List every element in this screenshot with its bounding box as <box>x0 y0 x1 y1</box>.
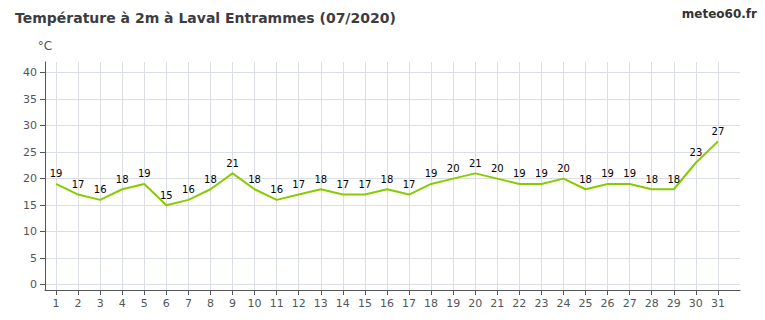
svg-text:19: 19 <box>513 168 526 179</box>
svg-text:16: 16 <box>182 184 195 195</box>
svg-text:18: 18 <box>204 174 217 185</box>
svg-text:10: 10 <box>248 297 262 310</box>
svg-text:20: 20 <box>23 172 37 185</box>
svg-text:30: 30 <box>689 297 703 310</box>
svg-text:19: 19 <box>50 168 63 179</box>
svg-text:11: 11 <box>270 297 284 310</box>
svg-text:30: 30 <box>23 119 37 132</box>
svg-text:17: 17 <box>359 179 372 190</box>
svg-text:19: 19 <box>601 168 614 179</box>
svg-text:10: 10 <box>23 225 37 238</box>
svg-text:27: 27 <box>712 126 725 137</box>
svg-text:16: 16 <box>380 297 394 310</box>
svg-text:35: 35 <box>23 93 37 106</box>
svg-text:5: 5 <box>30 252 37 265</box>
svg-text:29: 29 <box>667 297 681 310</box>
svg-text:0: 0 <box>30 278 37 291</box>
svg-text:25: 25 <box>579 297 593 310</box>
svg-text:19: 19 <box>138 168 151 179</box>
svg-text:17: 17 <box>292 179 305 190</box>
svg-text:18: 18 <box>645 174 658 185</box>
svg-text:25: 25 <box>23 146 37 159</box>
svg-text:9: 9 <box>229 297 236 310</box>
svg-text:15: 15 <box>23 199 37 212</box>
svg-text:Température à 2m à Laval Entra: Température à 2m à Laval Entrammes (07/2… <box>15 10 396 26</box>
svg-text:17: 17 <box>72 179 85 190</box>
svg-text:19: 19 <box>425 168 438 179</box>
svg-text:18: 18 <box>248 174 261 185</box>
svg-text:6: 6 <box>163 297 170 310</box>
svg-text:21: 21 <box>490 297 504 310</box>
svg-text:20: 20 <box>468 297 482 310</box>
svg-text:14: 14 <box>336 297 350 310</box>
svg-text:16: 16 <box>270 184 283 195</box>
svg-text:19: 19 <box>446 297 460 310</box>
svg-text:19: 19 <box>535 168 548 179</box>
svg-text:19: 19 <box>623 168 636 179</box>
svg-text:20: 20 <box>447 163 460 174</box>
svg-text:7: 7 <box>185 297 192 310</box>
svg-text:26: 26 <box>601 297 615 310</box>
svg-text:1: 1 <box>53 297 60 310</box>
svg-text:17: 17 <box>402 297 416 310</box>
svg-text:2: 2 <box>75 297 82 310</box>
svg-text:22: 22 <box>512 297 526 310</box>
svg-text:12: 12 <box>292 297 306 310</box>
svg-text:21: 21 <box>469 158 482 169</box>
svg-text:17: 17 <box>336 179 349 190</box>
svg-text:28: 28 <box>645 297 659 310</box>
svg-text:4: 4 <box>119 297 126 310</box>
svg-text:24: 24 <box>556 297 570 310</box>
svg-text:8: 8 <box>207 297 214 310</box>
svg-text:5: 5 <box>141 297 148 310</box>
svg-text:18: 18 <box>116 174 129 185</box>
svg-text:13: 13 <box>314 297 328 310</box>
svg-text:18: 18 <box>314 174 327 185</box>
svg-text:27: 27 <box>623 297 637 310</box>
svg-text:20: 20 <box>491 163 504 174</box>
svg-text:23: 23 <box>690 147 703 158</box>
svg-text:23: 23 <box>534 297 548 310</box>
svg-text:18: 18 <box>381 174 394 185</box>
svg-text:31: 31 <box>711 297 725 310</box>
svg-text:18: 18 <box>667 174 680 185</box>
svg-text:15: 15 <box>160 190 173 201</box>
svg-text:3: 3 <box>97 297 104 310</box>
svg-text:18: 18 <box>579 174 592 185</box>
svg-text:20: 20 <box>557 163 570 174</box>
svg-text:18: 18 <box>424 297 438 310</box>
svg-text:40: 40 <box>23 66 37 79</box>
svg-text:21: 21 <box>226 158 239 169</box>
svg-text:17: 17 <box>403 179 416 190</box>
svg-text:16: 16 <box>94 184 107 195</box>
svg-text:°C: °C <box>38 39 52 53</box>
svg-text:meteo60.fr: meteo60.fr <box>682 7 757 21</box>
svg-text:15: 15 <box>358 297 372 310</box>
